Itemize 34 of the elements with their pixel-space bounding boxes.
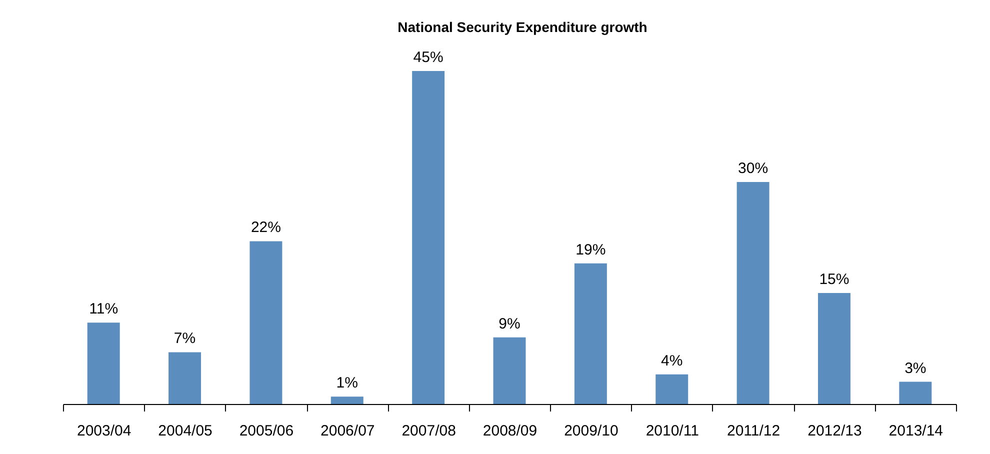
x-tick-label: 2003/04 — [76, 422, 132, 440]
bar — [656, 374, 688, 404]
data-label: 30% — [738, 160, 768, 177]
bar — [168, 352, 202, 404]
x-tick-label: 2011/12 — [726, 422, 780, 440]
data-label: 45% — [413, 49, 444, 66]
x-tick-label: 2005/06 — [239, 422, 294, 440]
x-tick-label: 2013/14 — [888, 422, 944, 440]
data-label: 11% — [89, 300, 118, 318]
x-tick-label: 2007/08 — [402, 422, 456, 440]
x-tick-label: 2010/11 — [646, 422, 699, 440]
x-tick-label: 2012/13 — [808, 422, 862, 440]
bar — [818, 293, 850, 404]
x-tick-label: 2004/05 — [158, 422, 212, 440]
x-tick-label: 2006/07 — [320, 422, 375, 440]
x-tick-label: 2009/10 — [564, 422, 618, 440]
bar — [412, 71, 445, 404]
bar — [493, 337, 526, 404]
bar — [899, 382, 932, 404]
data-label: 19% — [576, 241, 606, 258]
data-label: 7% — [174, 330, 196, 348]
data-label: 22% — [250, 219, 281, 236]
data-label: 15% — [819, 271, 850, 288]
chart-title: National Security Expenditure growth — [398, 19, 648, 35]
x-tick-label: 2008/09 — [482, 422, 538, 440]
bar — [574, 263, 607, 404]
data-label: 1% — [336, 374, 358, 392]
bar — [250, 241, 282, 404]
data-label: 9% — [498, 315, 520, 332]
bar — [736, 182, 770, 404]
data-label: 3% — [904, 360, 926, 377]
bar — [330, 396, 364, 404]
data-label: 4% — [661, 352, 683, 370]
bar — [87, 322, 120, 404]
